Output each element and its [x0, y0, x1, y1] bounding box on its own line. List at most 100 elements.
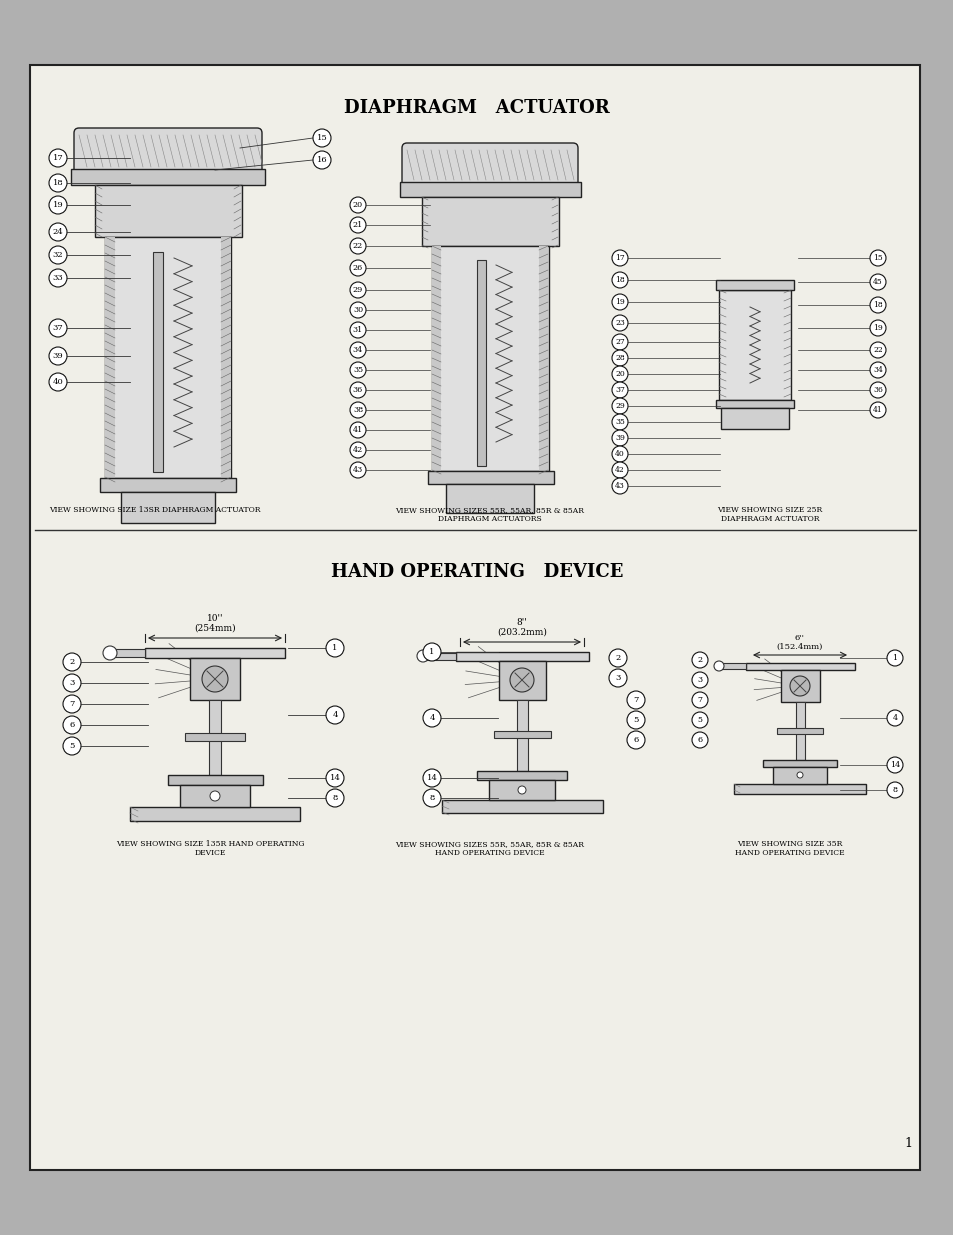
Circle shape	[63, 716, 81, 734]
Text: 30: 30	[353, 306, 363, 314]
Text: 18: 18	[872, 301, 882, 309]
Text: 15: 15	[872, 254, 882, 262]
Bar	[100, 478, 235, 492]
Bar	[121, 492, 214, 522]
Circle shape	[63, 674, 81, 692]
Text: 37: 37	[615, 387, 624, 394]
Text: 5: 5	[70, 742, 74, 750]
Circle shape	[612, 398, 627, 414]
Text: 18: 18	[615, 275, 624, 284]
Bar	[719, 290, 790, 400]
Text: 4: 4	[891, 714, 897, 722]
Circle shape	[612, 462, 627, 478]
Text: VIEW SHOWING SIZES 55R, 55AR, 85R & 85AR
DIAPHRAGM ACTUATORS: VIEW SHOWING SIZES 55R, 55AR, 85R & 85AR…	[395, 506, 584, 524]
Bar	[476, 771, 566, 781]
Circle shape	[789, 676, 809, 697]
Circle shape	[713, 661, 723, 671]
Text: 36: 36	[353, 387, 363, 394]
Bar	[441, 800, 602, 813]
Text: 38: 38	[353, 406, 363, 414]
Text: 6: 6	[697, 736, 701, 743]
Circle shape	[612, 366, 627, 382]
Circle shape	[886, 757, 902, 773]
Circle shape	[350, 442, 366, 458]
Bar	[745, 663, 854, 671]
Bar	[105, 237, 231, 478]
Circle shape	[350, 462, 366, 478]
Text: 20: 20	[615, 370, 624, 378]
Circle shape	[869, 382, 885, 398]
Circle shape	[210, 790, 220, 802]
Text: 36: 36	[872, 387, 882, 394]
Text: 29: 29	[353, 287, 363, 294]
Circle shape	[691, 652, 707, 668]
Text: 7: 7	[633, 697, 638, 704]
Bar	[185, 734, 245, 741]
Text: 34: 34	[872, 366, 882, 374]
Text: 40: 40	[615, 450, 624, 458]
Circle shape	[612, 478, 627, 494]
Text: 8: 8	[332, 794, 337, 802]
Circle shape	[49, 319, 67, 337]
Text: 3: 3	[615, 674, 620, 682]
Circle shape	[350, 282, 366, 298]
Circle shape	[869, 274, 885, 290]
Text: 6: 6	[70, 721, 74, 729]
Bar	[130, 806, 299, 821]
Text: 41: 41	[353, 426, 363, 433]
Circle shape	[350, 382, 366, 398]
FancyBboxPatch shape	[401, 143, 578, 186]
Bar	[476, 261, 485, 466]
Bar	[428, 471, 554, 484]
Text: 42: 42	[353, 446, 363, 454]
Circle shape	[869, 320, 885, 336]
Bar	[795, 701, 804, 760]
Bar	[489, 781, 555, 800]
Circle shape	[350, 261, 366, 275]
Text: 45: 45	[872, 278, 882, 287]
Circle shape	[626, 711, 644, 729]
Circle shape	[350, 217, 366, 233]
Text: 2: 2	[697, 656, 701, 664]
Circle shape	[350, 362, 366, 378]
Circle shape	[612, 333, 627, 350]
Circle shape	[612, 294, 627, 310]
Circle shape	[326, 769, 344, 787]
Circle shape	[313, 151, 331, 169]
Text: DIAPHRAGM   ACTUATOR: DIAPHRAGM ACTUATOR	[344, 99, 609, 117]
Text: 2: 2	[70, 658, 74, 666]
Circle shape	[796, 772, 802, 778]
Circle shape	[49, 347, 67, 366]
Bar	[719, 663, 745, 669]
Bar	[517, 700, 527, 771]
Text: 15: 15	[316, 135, 327, 142]
Circle shape	[869, 249, 885, 266]
Circle shape	[350, 238, 366, 254]
Circle shape	[326, 706, 344, 724]
Text: 26: 26	[353, 264, 363, 272]
Circle shape	[608, 669, 626, 687]
Text: VIEW SHOWING SIZES 55R, 55AR, 85R & 85AR
HAND OPERATING DEVICE: VIEW SHOWING SIZES 55R, 55AR, 85R & 85AR…	[395, 840, 584, 857]
Circle shape	[869, 362, 885, 378]
Circle shape	[608, 650, 626, 667]
Text: 1: 1	[903, 1137, 911, 1150]
Text: 5: 5	[697, 716, 701, 724]
Circle shape	[886, 782, 902, 798]
Circle shape	[691, 672, 707, 688]
Text: 7: 7	[70, 700, 74, 708]
Circle shape	[612, 414, 627, 430]
Text: 1: 1	[429, 648, 435, 656]
Bar	[456, 652, 588, 661]
Text: 22: 22	[872, 346, 882, 354]
Bar	[71, 169, 265, 185]
Text: 8''
(203.2mm): 8'' (203.2mm)	[497, 618, 546, 637]
Text: 16: 16	[316, 156, 327, 164]
Circle shape	[510, 668, 534, 692]
Text: 43: 43	[615, 482, 624, 490]
Circle shape	[612, 272, 627, 288]
Circle shape	[612, 249, 627, 266]
Bar	[421, 198, 558, 246]
Text: 14: 14	[889, 761, 900, 769]
Text: 33: 33	[52, 274, 63, 282]
Bar	[399, 182, 580, 198]
